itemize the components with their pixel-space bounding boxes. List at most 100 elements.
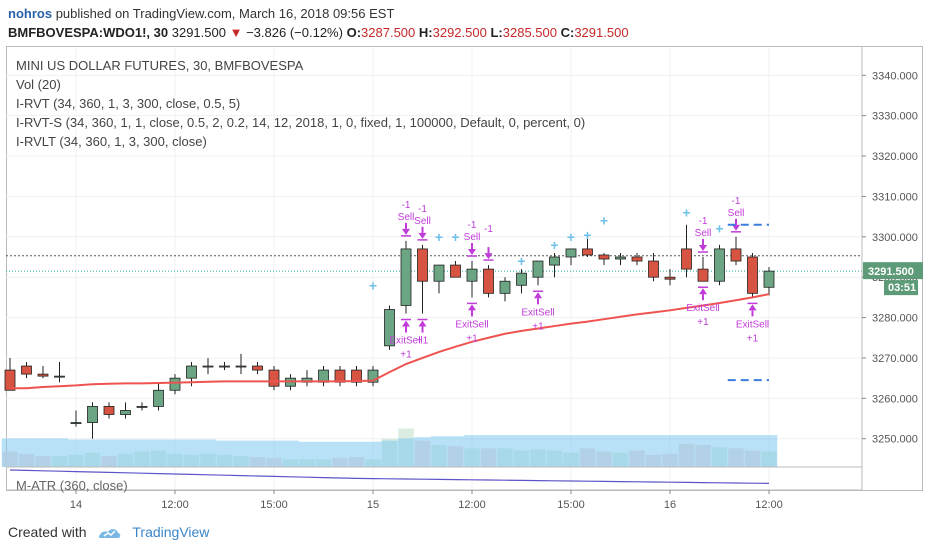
legend-rvt[interactable]: I-RVT (34, 360, 1, 3, 300, close, 0.5, 5… <box>16 96 241 111</box>
exit-qty-label: +1 <box>532 321 544 332</box>
candle-body <box>714 248 725 282</box>
ohlc-line: BMFBOVESPA:WDO1!, 30 3291.500 ▼ −3.826 (… <box>8 25 629 40</box>
author-link[interactable]: nohros <box>8 6 53 21</box>
sell-qty-label: -1 <box>468 220 477 231</box>
sell-qty-label: -1 <box>418 204 427 215</box>
y-tick-label: 3320.000 <box>872 151 918 163</box>
candle-body <box>37 373 49 377</box>
sell-label: Sell <box>398 212 415 223</box>
exit-label: ExitSell <box>389 336 422 347</box>
candle-body <box>466 268 478 282</box>
plus-marker: + <box>435 229 443 245</box>
axes: 3250.0003260.0003270.0003280.0003290.000… <box>6 47 923 511</box>
exit-label: ExitSell <box>521 307 554 318</box>
candle-body <box>21 365 32 375</box>
sell-qty-label: -1 <box>732 196 741 207</box>
plus-marker: + <box>451 229 459 245</box>
legend-rvts[interactable]: I-RVT-S (34, 360, 1, 1, close, 0.5, 2, 0… <box>16 115 586 130</box>
sell-label: Sell <box>464 232 481 243</box>
exit-qty-label: +1 <box>697 317 709 328</box>
high-label: H: <box>418 25 433 40</box>
high-value: 3292.500 <box>432 25 487 40</box>
sell-arrow-icon <box>699 245 707 251</box>
volume-bars <box>1 428 778 467</box>
countdown-badge-text: 03:51 <box>888 282 916 294</box>
y-tick-label: 3310.000 <box>872 191 918 203</box>
y-tick-label: 3340.000 <box>872 70 918 82</box>
low-value: 3285.500 <box>502 25 557 40</box>
plus-marker: + <box>715 221 723 237</box>
candle-body <box>351 369 362 383</box>
x-tick-label: 12:00 <box>458 499 486 511</box>
atr-title: M-ATR (360, close) <box>16 478 128 493</box>
atr-line <box>9 469 770 484</box>
down-arrow-icon: ▼ <box>229 25 243 40</box>
publish-line: nohros published on TradingView.com, Mar… <box>8 6 394 21</box>
candle-body <box>235 365 247 368</box>
sell-arrow-icon <box>418 232 427 239</box>
tradingview-brand[interactable]: TradingView <box>132 524 210 540</box>
candle-body <box>615 256 626 260</box>
exit-label: ExitSell <box>455 319 488 330</box>
sell-arrow-icon <box>468 249 476 256</box>
exit-arrow-icon <box>699 288 707 295</box>
published-text: published on TradingView.com, March 16, … <box>55 6 395 21</box>
legend-vol[interactable]: Vol (20) <box>16 77 61 92</box>
y-tick-label: 3300.000 <box>872 232 918 244</box>
x-tick-label: 15:00 <box>260 499 288 511</box>
close-label: C: <box>560 25 575 40</box>
indicator-legend: MINI US DOLLAR FUTURES, 30, BMFBOVESPA V… <box>16 56 585 151</box>
x-tick-label: 14 <box>70 499 82 511</box>
candle-body <box>4 369 16 391</box>
candle-body <box>598 254 610 260</box>
sell-qty-label: -1 <box>699 216 708 227</box>
plus-marker: + <box>567 229 575 245</box>
open-label: O: <box>346 25 362 40</box>
candle-body <box>763 270 775 288</box>
candle-body <box>499 280 511 294</box>
plus-marker: + <box>600 213 608 229</box>
exit-qty-label: +1 <box>400 350 412 361</box>
candle-body <box>417 248 428 282</box>
exit-arrow-icon <box>418 320 427 327</box>
y-tick-label: 3250.000 <box>872 434 918 446</box>
plus-marker: + <box>550 237 558 253</box>
countdown-badge <box>884 280 918 296</box>
candle-body <box>565 248 577 258</box>
symbol-label: BMFBOVESPA:WDO1!, 30 <box>8 25 169 40</box>
sell-arrow-icon <box>732 224 740 231</box>
candle-body <box>532 260 544 278</box>
plus-marker: + <box>517 253 525 269</box>
sell-label: Sell <box>728 208 745 219</box>
x-tick-label: 15 <box>367 499 379 511</box>
candle-body <box>433 264 445 282</box>
exit-label: ExitSell <box>686 303 719 314</box>
sell-label: Sell <box>695 228 712 239</box>
created-with-text: Created with <box>8 524 87 540</box>
tradingview-logo-icon <box>99 529 121 539</box>
candle-body <box>70 422 82 424</box>
candle-body <box>697 268 709 282</box>
legend-rvlt[interactable]: I-RVLT (34, 360, 1, 3, 300, close) <box>16 134 207 149</box>
atr-pane: M-ATR (360, close) <box>9 469 770 493</box>
plus-marker: + <box>583 227 591 243</box>
candlesticks <box>4 224 775 439</box>
legend-title[interactable]: MINI US DOLLAR FUTURES, 30, BMFBOVESPA <box>16 58 304 73</box>
sell-arrow-icon <box>484 253 493 260</box>
candle-body <box>186 365 197 379</box>
candle-body <box>400 248 412 306</box>
candle-body <box>202 365 214 368</box>
sell-arrow-icon <box>402 228 410 235</box>
exit-arrow-icon <box>402 320 410 327</box>
low-label: L: <box>490 25 503 40</box>
y-tick-label: 3270.000 <box>872 353 918 365</box>
x-tick-label: 12:00 <box>755 499 783 511</box>
candle-body <box>747 256 758 294</box>
candle-body <box>219 365 230 368</box>
x-tick-label: 16 <box>664 499 676 511</box>
exit-qty-label: +1 <box>747 333 759 344</box>
last-price: 3291.500 <box>171 25 226 40</box>
exit-arrow-icon <box>534 292 542 299</box>
chart-header: nohros published on TradingView.com, Mar… <box>0 0 932 46</box>
